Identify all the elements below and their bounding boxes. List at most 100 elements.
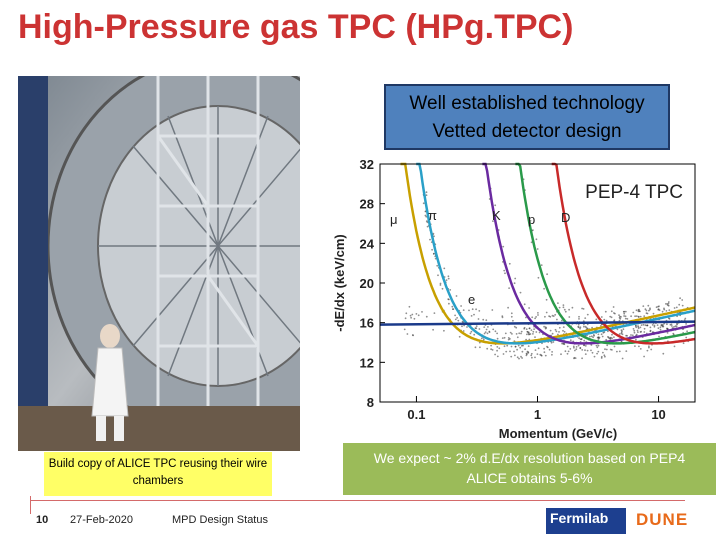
- scatter-point: [665, 303, 667, 305]
- scatter-point: [536, 248, 539, 250]
- scatter-point: [595, 344, 598, 347]
- scatter-point: [637, 331, 639, 334]
- scatter-point: [653, 325, 656, 328]
- curve-K: [482, 162, 696, 345]
- scatter-point: [560, 353, 562, 356]
- scatter-point: [474, 346, 477, 349]
- scatter-point: [667, 302, 670, 305]
- scatter-point: [461, 325, 463, 328]
- scatter-point: [635, 309, 638, 312]
- scatter-point: [563, 330, 566, 333]
- scatter-point: [589, 335, 591, 338]
- scatter-point: [573, 357, 575, 360]
- scatter-point: [593, 355, 596, 358]
- scatter-point: [564, 350, 567, 353]
- scatter-point: [429, 238, 431, 241]
- scatter-point: [552, 341, 555, 343]
- curves: [379, 162, 696, 345]
- scatter-point: [526, 331, 529, 333]
- scatter-point: [600, 325, 602, 327]
- chart-title: PEP-4 TPC: [585, 182, 683, 203]
- x-tick-label: 10: [651, 407, 665, 422]
- scatter-point: [524, 348, 526, 351]
- scatter-point: [491, 309, 494, 311]
- scatter-point: [662, 325, 665, 328]
- scatter-point: [543, 287, 545, 290]
- scatter-point: [607, 330, 609, 333]
- scatter-point: [441, 287, 444, 290]
- scatter-point: [682, 342, 685, 345]
- scatter-point: [426, 225, 429, 228]
- scatter-point: [648, 346, 650, 349]
- scatter-point: [520, 355, 522, 358]
- scatter-point: [659, 328, 662, 331]
- scatter-point: [633, 331, 636, 334]
- scatter-point: [577, 344, 580, 347]
- scatter-point: [482, 318, 485, 321]
- scatter-point: [461, 320, 464, 323]
- scatter-point: [652, 312, 655, 315]
- scatter-cloud: [403, 178, 690, 360]
- scatter-point: [623, 315, 625, 317]
- scatter-point: [611, 333, 613, 336]
- scatter-point: [473, 313, 475, 316]
- scatter-point: [433, 235, 435, 238]
- scatter-point: [556, 318, 558, 321]
- scatter-point: [478, 310, 481, 312]
- scatter-point: [624, 317, 627, 320]
- scatter-point: [455, 295, 458, 297]
- scatter-point: [417, 314, 420, 317]
- scatter-point: [443, 329, 445, 332]
- scatter-point: [503, 269, 506, 272]
- scatter-point: [532, 333, 534, 335]
- scatter-point: [445, 279, 448, 281]
- scatter-point: [554, 313, 557, 316]
- scatter-point: [551, 314, 554, 317]
- green-box-line-1: We expect ~ 2% d.E/dx resolution based o…: [373, 450, 686, 466]
- scatter-point: [635, 333, 638, 336]
- scatter-point: [618, 350, 621, 353]
- scatter-point: [482, 338, 485, 341]
- scatter-point: [630, 315, 632, 318]
- scatter-point: [577, 323, 580, 326]
- scatter-point: [496, 332, 498, 335]
- scatter-point: [521, 357, 523, 359]
- scatter-point: [538, 331, 541, 334]
- y-tick-label: 12: [360, 355, 374, 370]
- scatter-point: [533, 328, 535, 330]
- scatter-point: [543, 325, 545, 328]
- scatter-point: [408, 305, 411, 308]
- scatter-point: [626, 334, 628, 337]
- scatter-point: [544, 315, 546, 318]
- scatter-point: [597, 336, 600, 339]
- scatter-point: [600, 333, 603, 336]
- x-axis-label: Momentum (GeV/c): [499, 426, 617, 441]
- scatter-point: [484, 331, 487, 333]
- scatter-point: [534, 356, 536, 359]
- y-tick-label: 28: [360, 197, 374, 212]
- highlight-box-green: We expect ~ 2% d.E/dx resolution based o…: [343, 443, 716, 495]
- scatter-point: [585, 326, 588, 329]
- scatter-point: [572, 345, 575, 348]
- scatter-point: [543, 347, 545, 350]
- scatter-point: [597, 344, 600, 347]
- scatter-point: [469, 332, 472, 335]
- scatter-point: [592, 334, 595, 336]
- scatter-point: [513, 350, 515, 353]
- scatter-point: [544, 354, 547, 357]
- scatter-point: [424, 210, 427, 213]
- scatter-point: [618, 319, 621, 322]
- scatter-point: [523, 303, 526, 306]
- scatter-point: [410, 316, 412, 319]
- scatter-point: [568, 316, 571, 318]
- scatter-point: [672, 332, 675, 335]
- y-tick-label: 16: [360, 316, 374, 331]
- scatter-point: [452, 308, 455, 310]
- scatter-point: [473, 333, 476, 336]
- scatter-point: [520, 344, 523, 347]
- scatter-point: [494, 204, 497, 207]
- scatter-point: [620, 332, 623, 335]
- scatter-point: [573, 346, 575, 349]
- scatter-point: [521, 350, 524, 353]
- scatter-point: [581, 349, 584, 351]
